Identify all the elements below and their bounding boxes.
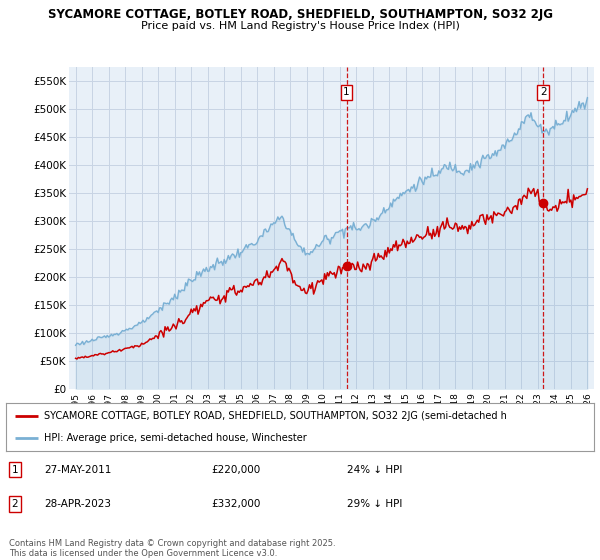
Text: Contains HM Land Registry data © Crown copyright and database right 2025.
This d: Contains HM Land Registry data © Crown c… — [9, 539, 335, 558]
Text: SYCAMORE COTTAGE, BOTLEY ROAD, SHEDFIELD, SOUTHAMPTON, SO32 2JG: SYCAMORE COTTAGE, BOTLEY ROAD, SHEDFIELD… — [47, 8, 553, 21]
Text: 1: 1 — [343, 87, 350, 97]
Text: 29% ↓ HPI: 29% ↓ HPI — [347, 499, 403, 509]
Text: 1: 1 — [11, 465, 18, 475]
Text: 2: 2 — [11, 499, 18, 509]
Text: Price paid vs. HM Land Registry's House Price Index (HPI): Price paid vs. HM Land Registry's House … — [140, 21, 460, 31]
Text: 24% ↓ HPI: 24% ↓ HPI — [347, 465, 403, 475]
Text: £332,000: £332,000 — [212, 499, 261, 509]
Text: 28-APR-2023: 28-APR-2023 — [44, 499, 111, 509]
Text: 2: 2 — [540, 87, 547, 97]
Text: 27-MAY-2011: 27-MAY-2011 — [44, 465, 112, 475]
Text: £220,000: £220,000 — [212, 465, 261, 475]
Text: SYCAMORE COTTAGE, BOTLEY ROAD, SHEDFIELD, SOUTHAMPTON, SO32 2JG (semi-detached h: SYCAMORE COTTAGE, BOTLEY ROAD, SHEDFIELD… — [44, 411, 507, 421]
Text: HPI: Average price, semi-detached house, Winchester: HPI: Average price, semi-detached house,… — [44, 433, 307, 443]
